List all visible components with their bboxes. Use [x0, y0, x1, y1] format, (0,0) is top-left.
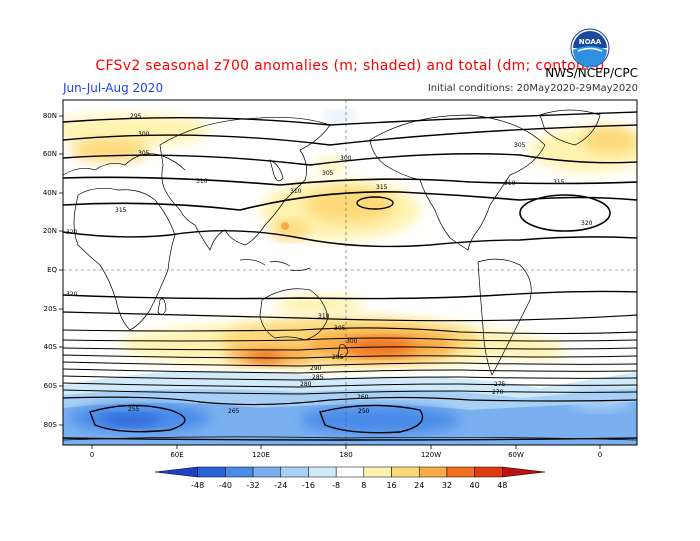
- colorbar: -48 -40 -32 -24 -16 -8 8 16 24 32 40 48: [154, 466, 546, 490]
- lon-label: 120W: [421, 451, 441, 459]
- z700-contours: [63, 111, 637, 441]
- contour-label: 280: [300, 381, 312, 388]
- lat-label: 80S: [44, 421, 58, 429]
- colorbar-label: -48: [191, 481, 204, 490]
- lon-label: 60E: [170, 451, 183, 459]
- colorbar-swatch: [252, 466, 282, 478]
- contour-label: 305: [514, 142, 526, 149]
- agency-label: NWS/NCEP/CPC: [545, 66, 638, 80]
- contour-label: 270: [492, 389, 504, 396]
- contour-label: 295: [332, 354, 344, 361]
- colorbar-label: -24: [274, 481, 287, 490]
- contour-label: 265: [228, 408, 240, 415]
- axis-ticks: [59, 115, 601, 449]
- contour-label: 320: [66, 229, 78, 236]
- noaa-logo-icon: NOAA: [570, 28, 610, 68]
- colorbar-swatch: [280, 466, 309, 478]
- contour-label: 250: [358, 408, 370, 415]
- contour-label: 315: [376, 184, 388, 191]
- contour-label: 305: [138, 150, 150, 157]
- lon-label: 120E: [252, 451, 270, 459]
- colorbar-label: 24: [414, 481, 424, 490]
- lat-label: 40N: [43, 189, 57, 197]
- lat-label: 80N: [43, 112, 57, 120]
- contour-label: 290: [310, 365, 322, 372]
- contour-label: 305: [334, 325, 346, 332]
- colorbar-label: -32: [247, 481, 260, 490]
- colorbar-swatch: [502, 466, 546, 478]
- colorbar-label: -40: [219, 481, 232, 490]
- contour-label: 310: [290, 188, 302, 195]
- colorbar-swatch: [418, 466, 448, 478]
- contour-label: 310: [196, 178, 208, 185]
- colorbar-label: 32: [442, 481, 452, 490]
- contour-label: 310: [504, 180, 516, 187]
- contour-label: 285: [312, 374, 324, 381]
- colorbar-swatch: [154, 466, 198, 478]
- initial-conditions-label: Initial conditions: 20May2020-29May2020: [427, 83, 638, 94]
- lon-label: 60W: [508, 451, 524, 459]
- contour-label: 300: [340, 155, 352, 162]
- colorbar-swatch: [446, 466, 475, 478]
- lat-label: 60S: [44, 382, 58, 390]
- lat-label: EQ: [47, 266, 57, 274]
- logo-text: NOAA: [579, 38, 602, 46]
- season-label: Jun-Jul-Aug 2020: [63, 81, 164, 95]
- colorbar-label: -16: [302, 481, 315, 490]
- contour-label: 310: [318, 313, 330, 320]
- colorbar-swatch: [391, 466, 420, 478]
- contour-label: 320: [66, 291, 78, 298]
- lon-label: 0: [598, 451, 602, 459]
- contour-label: 315: [115, 207, 127, 214]
- colorbar-label: 16: [386, 481, 396, 490]
- lat-label: 40S: [44, 343, 58, 351]
- lat-label: 60N: [43, 150, 57, 158]
- colorbar-label: 8: [361, 481, 366, 490]
- latitude-labels: 80N 60N 40N 20N EQ 20S 40S 60S 80S: [43, 112, 58, 429]
- colorbar-swatch: [225, 466, 254, 478]
- contour-label: 300: [138, 131, 150, 138]
- longitude-labels: 0 60E 120E 180 120W 60W 0: [90, 451, 602, 459]
- colorbar-label: -8: [332, 481, 340, 490]
- contour-label: 320: [581, 220, 593, 227]
- colorbar-swatch: [474, 466, 503, 478]
- colorbar-swatch: [308, 466, 337, 478]
- map-title: CFSv2 seasonal z700 anomalies (m; shaded…: [95, 58, 605, 74]
- lat-label: 20N: [43, 227, 57, 235]
- colorbar-label: 40: [470, 481, 480, 490]
- colorbar-label: 48: [497, 481, 507, 490]
- contour-label: 275: [494, 381, 506, 388]
- contour-label: 260: [357, 394, 369, 401]
- contour-label: 315: [553, 179, 565, 186]
- lon-label: 180: [339, 451, 352, 459]
- lat-label: 20S: [44, 305, 58, 313]
- contour-label: 305: [322, 170, 334, 177]
- lon-label: 0: [90, 451, 94, 459]
- colorbar-swatch: [335, 466, 365, 478]
- contour-label: 295: [130, 113, 142, 120]
- contour-labels: 295 300 305 310 315 320 300 305 310 315 …: [66, 113, 593, 415]
- colorbar-swatch: [363, 466, 392, 478]
- colorbar-swatch: [197, 466, 226, 478]
- contour-label: 255: [128, 406, 140, 413]
- contour-label: 300: [346, 338, 358, 345]
